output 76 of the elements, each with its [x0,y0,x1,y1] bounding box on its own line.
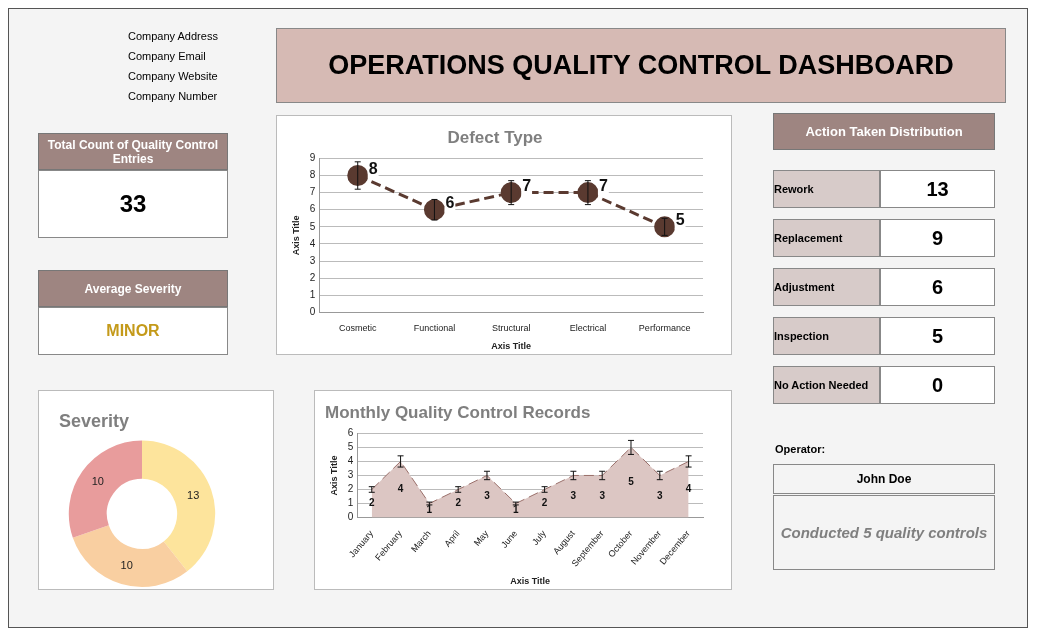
data-label: 4 [397,483,404,495]
y-tick-label: 2 [347,483,354,495]
data-label: 6 [880,268,995,306]
y-tick-label: 0 [347,511,354,523]
data-label: 10 [120,558,133,571]
data-label: 4 [685,483,692,495]
data-label: 1 [426,504,433,516]
x-tick-label: Functional [413,323,456,334]
data-label: 10 [91,475,104,488]
y-tick-label: 6 [309,203,316,215]
category-label: Adjustment [773,268,880,306]
chart-title: Monthly Quality Control Records [325,402,591,422]
x-tick-label: Electrical [569,323,607,334]
y-tick-label: 4 [309,237,316,249]
data-label: 13 [880,170,995,208]
x-tick-label: July [530,528,549,548]
category-label: Rework [773,170,880,208]
y-tick-label: 4 [347,455,354,467]
y-tick-label: 1 [347,497,354,509]
y-tick-label: 1 [309,289,316,301]
category-label: Replacement [773,219,880,257]
chart-title: Defect Type [447,127,543,147]
point [423,199,445,221]
x-axis-title: Axis Title [491,341,532,352]
data-label: 7 [598,177,608,195]
y-tick-label: 9 [309,152,316,164]
y-tick-label: 3 [347,469,354,481]
y-tick-label: 8 [309,169,316,181]
data-label: 3 [570,490,577,502]
data-label: 2 [368,497,375,509]
data-label: 6 [445,194,455,212]
data-label: 13 [187,489,200,502]
data-label: 3 [484,490,491,502]
point [500,182,522,204]
chart-title: Severity [59,410,130,431]
text: Average Severity [38,270,228,307]
text: Action Taken Distribution [773,113,995,150]
text: Operator: [774,442,827,457]
text: Company Website [128,70,218,82]
x-tick-label: Cosmetic [338,323,377,334]
data-label: 5 [675,211,685,229]
y-tick-label: 6 [347,427,354,439]
x-axis-title: Axis Title [510,576,551,587]
x-tick-label: Performance [638,323,691,334]
y-tick-label: 3 [309,254,316,266]
data-label: 9 [880,219,995,257]
y-axis-title: Axis Title [290,215,301,256]
text: Company Address [128,30,218,42]
y-tick-label: 7 [309,186,316,198]
point [347,165,369,187]
data-label: 2 [541,497,548,509]
category-label: Inspection [773,317,880,355]
data-label: 5 [880,317,995,355]
data-label: 2 [455,497,462,509]
text: OPERATIONS QUALITY CONTROL DASHBOARD [276,28,1006,103]
data-label: 3 [599,490,606,502]
data-label: 1 [513,504,519,516]
text: John Doe [773,464,995,494]
text: Company Email [128,50,206,62]
data-label: 0 [880,366,995,404]
y-axis-title: Axis Title [328,455,339,496]
y-tick-label: 2 [309,271,316,283]
y-tick-label: 0 [309,306,316,318]
y-tick-label: 5 [347,441,354,453]
data-label: 5 [628,476,635,488]
category-label: No Action Needed [773,366,880,404]
data-label: 8 [368,159,378,177]
text: Total Count of Quality Control Entries [38,133,228,170]
data-label: 3 [657,490,664,502]
text: 33 [38,170,228,238]
text: Conducted 5 quality controls [773,495,995,570]
text: Company Number [128,90,218,102]
text: MINOR [38,307,228,355]
x-tick-label: Structural [491,323,531,334]
data-label: 7 [522,177,532,195]
y-tick-label: 5 [309,220,316,232]
